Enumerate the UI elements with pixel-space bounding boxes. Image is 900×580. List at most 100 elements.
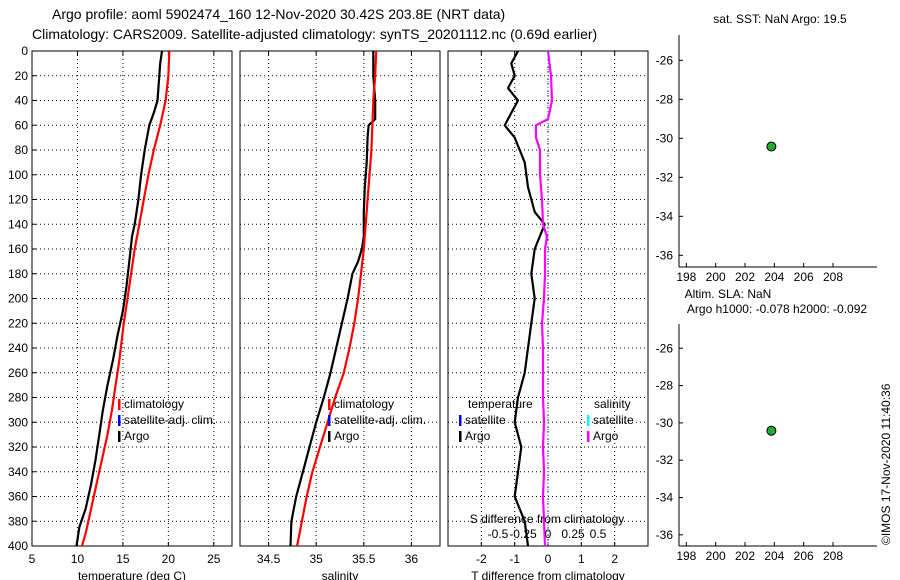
temperature-xtick-label: 15	[116, 552, 130, 566]
legend-label-temp-argo: Argo	[465, 429, 491, 443]
map_bottom-xtick-label: 198	[676, 549, 696, 563]
depth-tick-label: 120	[8, 193, 28, 207]
legend-swatch-satellite	[118, 415, 121, 426]
map_bottom-xtick-label: 208	[823, 549, 843, 563]
map_top-xtick-label: 202	[735, 270, 755, 284]
depth-tick-label: 380	[8, 514, 28, 528]
legend-label-satellite: satellite-adj. clim.	[124, 413, 216, 427]
legend-swatch-climatology	[118, 399, 121, 410]
map_top-ytick-label: -28	[656, 92, 674, 106]
depth-tick-label: 280	[8, 391, 28, 405]
salinity-xtick-label: 35	[310, 552, 324, 566]
temperature-xlabel: temperature (deg C)	[78, 569, 186, 580]
title-line-1: Argo profile: aoml 5902474_160 12-Nov-20…	[52, 6, 505, 22]
map_top-ytick-label: -26	[656, 53, 674, 67]
legend-swatch-satellite	[328, 415, 331, 426]
legend-label-argo: Argo	[124, 429, 150, 443]
difference-xtick-label: 2	[611, 552, 618, 566]
depth-tick-label: 400	[8, 539, 28, 553]
temperature-series-argo	[75, 50, 164, 547]
difference-series-temperature-argo	[503, 50, 546, 547]
legend-swatch-argo	[328, 431, 331, 442]
map-bottom-title-1: Altim. SLA: NaN	[685, 287, 772, 301]
depth-tick-label: 80	[15, 143, 29, 157]
credit-text: ©IMOS 17-Nov-2020 11:40:36	[879, 383, 893, 545]
legend-swatch-argo	[118, 431, 121, 442]
legend-swatch-sal-argo	[587, 431, 590, 442]
legend-swatch-sal-satellite	[587, 415, 590, 426]
salinity-xlabel: salinity	[322, 569, 359, 580]
legend-label-argo: Argo	[334, 429, 360, 443]
map_bottom-xtick-label: 200	[706, 549, 726, 563]
difference-s-axis-label: S difference from climatology	[470, 512, 625, 526]
map-bottom-title-2: Argo h1000: -0.078 h2000: -0.092	[687, 302, 867, 316]
difference-s-tick-label: 0.25	[561, 527, 585, 541]
map_top-xtick-label: 208	[823, 270, 843, 284]
map_bottom-xtick-label: 202	[735, 549, 755, 563]
depth-tick-label: 100	[8, 168, 28, 182]
difference-xlabel: T difference from climatology	[471, 569, 625, 580]
map_bottom-ytick-label: -32	[656, 453, 674, 467]
legend-label-temp-satellite: satellite	[465, 413, 506, 427]
map_bottom-ytick-label: -34	[656, 490, 674, 504]
legend-label-sal-argo: Argo	[593, 429, 619, 443]
difference-s-tick-label: 0	[545, 527, 552, 541]
map_bottom-xtick-label: 206	[794, 549, 814, 563]
depth-tick-label: 60	[15, 118, 29, 132]
difference-s-tick-label: -0.5	[488, 527, 509, 541]
temperature-series-climatology	[80, 50, 171, 547]
depth-tick-label: 220	[8, 316, 28, 330]
legend-label-sal-satellite: satellite	[593, 413, 634, 427]
temperature-panel: 5 10 15 20 25 temperature (deg C) 0 20 40 60 80 100…	[8, 44, 233, 580]
map_bottom-ytick-label: -28	[656, 379, 674, 393]
depth-tick-label: 40	[15, 94, 29, 108]
map_bottom-xtick-label: 204	[764, 549, 784, 563]
map_top-xtick-label: 200	[706, 270, 726, 284]
salinity-xtick-label: 36	[405, 552, 419, 566]
map_top-ytick-label: -30	[656, 131, 674, 145]
depth-tick-label: 20	[15, 69, 29, 83]
depth-tick-label: 140	[8, 217, 28, 231]
legend-sal-header: salinity	[594, 397, 631, 411]
depth-tick-label: 160	[8, 242, 28, 256]
difference-xtick-label: -2	[476, 552, 487, 566]
map_top-float-marker	[766, 141, 777, 152]
map_top-ytick-label: -36	[656, 248, 674, 262]
difference-s-tick-label: 0.5	[590, 527, 607, 541]
map_bottom-ytick-label: -36	[656, 528, 674, 542]
legend-swatch-climatology	[328, 399, 331, 410]
title-line-2: Climatology: CARS2009. Satellite-adjuste…	[32, 26, 597, 42]
salinity-xtick-label: 34.5	[257, 552, 281, 566]
difference-s-tick-label: -0.25	[509, 527, 537, 541]
difference-xtick-label: 1	[578, 552, 585, 566]
difference-xtick-label: -1	[509, 552, 520, 566]
depth-tick-label: 300	[8, 415, 28, 429]
salinity-series-climatology	[296, 50, 378, 547]
depth-tick-label: 180	[8, 267, 28, 281]
legend-label-climatology: climatology	[124, 397, 184, 411]
legend-label-climatology: climatology	[334, 397, 394, 411]
salinity-frame	[239, 50, 441, 547]
salinity-panel: 34.5 35 35.5 36 salinity climatology satellite…	[239, 50, 441, 580]
depth-tick-label: 360	[8, 490, 28, 504]
difference-panel: -2 -1 0 1 2 T difference from climatology S di…	[447, 50, 649, 580]
salinity-xtick-label: 35.5	[352, 552, 376, 566]
legend-label-satellite: satellite-adj. clim.	[334, 413, 426, 427]
map_top-ytick-label: -32	[656, 170, 674, 184]
temperature-xtick-label: 10	[71, 552, 85, 566]
temperature-xtick-label: 5	[29, 552, 36, 566]
temperature-xtick-label: 20	[162, 552, 176, 566]
map_bottom-float-marker	[766, 425, 777, 436]
depth-tick-label: 0	[21, 44, 28, 58]
difference-xtick-label: 0	[545, 552, 552, 566]
depth-tick-label: 240	[8, 341, 28, 355]
difference-series-salinity-argo	[534, 50, 554, 547]
map-top-title: sat. SST: NaN Argo: 19.5	[713, 12, 847, 26]
map_bottom-ytick-label: -26	[656, 341, 674, 355]
legend-temp-header: temperature	[468, 397, 533, 411]
map_top-xtick-label: 198	[676, 270, 696, 284]
map_top-xtick-label: 204	[764, 270, 784, 284]
